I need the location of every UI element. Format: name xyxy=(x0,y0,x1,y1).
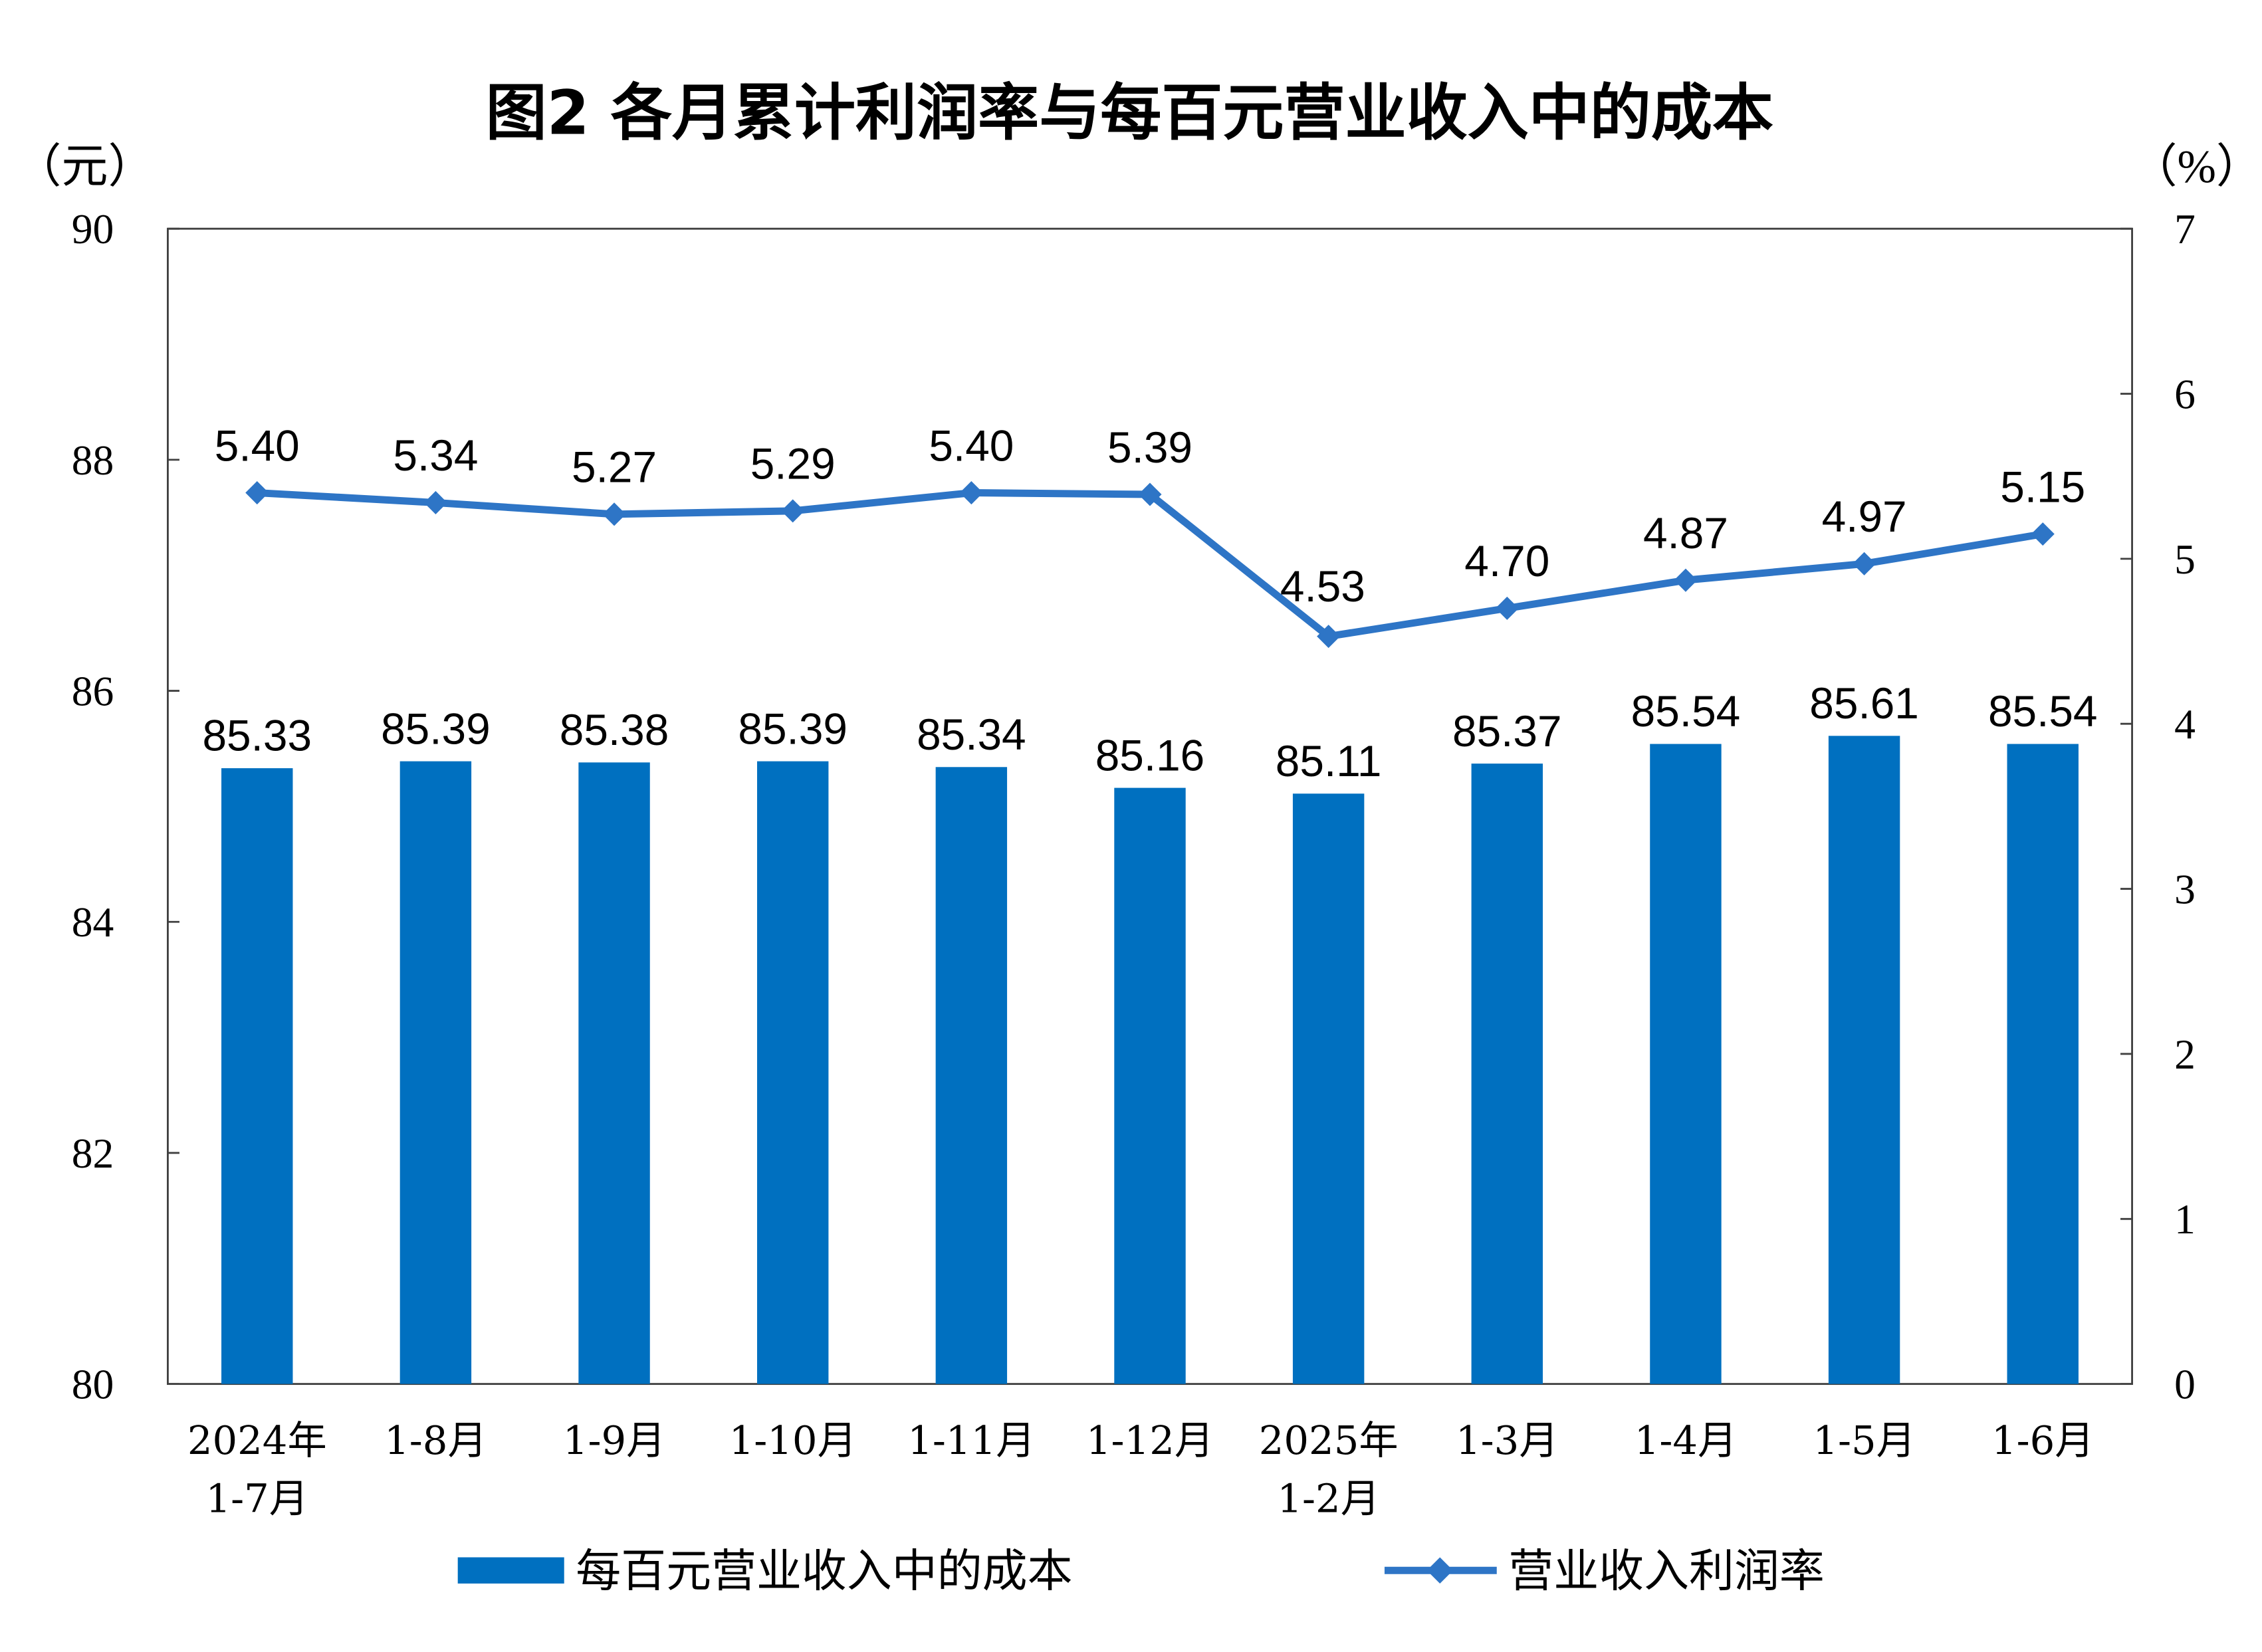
line-data-label: 5.40 xyxy=(929,421,1014,470)
right-tick-label: 2 xyxy=(2174,1031,2196,1078)
line-marker-diamond xyxy=(2031,522,2055,546)
bar-data-label: 85.11 xyxy=(1276,736,1382,785)
legend-diamond-marker xyxy=(1426,1557,1453,1584)
right-axis: 0 1 2 3 4 5 6 7 xyxy=(2120,205,2196,1408)
line-data-label: 4.97 xyxy=(1822,492,1907,541)
bar xyxy=(578,762,650,1384)
category-label: 1-12月 xyxy=(1086,1417,1214,1463)
line-data-label: 5.40 xyxy=(215,421,300,470)
line-data-label: 5.15 xyxy=(2000,462,2085,511)
left-axis: 80 82 84 86 88 90 xyxy=(72,205,179,1408)
bar xyxy=(221,768,293,1384)
category-label: 1-6月 xyxy=(1991,1417,2094,1463)
category-label: 1-3月 xyxy=(1456,1417,1559,1463)
category-label: 1-7月 xyxy=(205,1476,308,1522)
legend-line-label: 营业收入利润率 xyxy=(1508,1545,1825,1598)
bar-data-label: 85.38 xyxy=(560,705,669,754)
line-data-label: 5.39 xyxy=(1107,423,1192,472)
line-data-label: 4.53 xyxy=(1280,562,1365,611)
bar-data-label: 85.33 xyxy=(202,711,312,760)
left-tick-label: 82 xyxy=(72,1130,114,1177)
line-marker-diamond xyxy=(781,499,805,523)
bar-data-label: 85.37 xyxy=(1452,706,1562,756)
right-tick-label: 6 xyxy=(2174,370,2196,417)
bar xyxy=(1471,764,1543,1384)
bar xyxy=(399,761,472,1384)
bar xyxy=(756,761,829,1384)
line-marker-diamond xyxy=(423,490,447,514)
line-data-label: 5.27 xyxy=(572,443,657,492)
bar-data-label: 85.39 xyxy=(381,704,491,753)
line-marker-diamond xyxy=(602,502,626,526)
category-label: 1-10月 xyxy=(729,1417,857,1463)
category-label: 1-5月 xyxy=(1813,1417,1916,1463)
left-tick-label: 90 xyxy=(72,205,114,253)
line-marker-diamond xyxy=(1138,482,1162,506)
left-tick-label: 88 xyxy=(72,437,114,484)
right-tick-label: 0 xyxy=(2174,1361,2196,1408)
right-tick-label: 1 xyxy=(2174,1195,2196,1243)
line-data-label: 5.29 xyxy=(750,439,836,488)
right-tick-label: 4 xyxy=(2174,700,2196,748)
bar xyxy=(935,767,1008,1384)
category-label: 2025年 xyxy=(1259,1417,1399,1463)
chart-title: 图2 各月累计利润率与每百元营业收入中的成本 xyxy=(486,78,1773,149)
legend-bar-label: 每百元营业收入中的成本 xyxy=(576,1545,1072,1598)
right-axis-unit: （%） xyxy=(2130,141,2262,193)
line-marker-diamond xyxy=(1674,568,1698,592)
line-marker-diamond xyxy=(245,481,269,505)
left-tick-label: 84 xyxy=(72,898,114,946)
bar xyxy=(1114,787,1186,1384)
line-data-label: 4.70 xyxy=(1464,536,1549,585)
line-series: 5.40 5.34 5.27 5.29 5.40 5.39 4.53 4.70 4.87 4.97… xyxy=(215,421,2085,649)
x-axis: 2024年 1-7月 1-8月 1-9月 1-10月 1-11月 1-12月 2025年 1-2… xyxy=(187,1417,2094,1522)
bar xyxy=(2007,744,2079,1384)
category-label: 1-11月 xyxy=(907,1417,1035,1463)
bar-data-label: 85.54 xyxy=(1988,686,2098,736)
line-data-label: 5.34 xyxy=(393,431,478,480)
category-label: 1-4月 xyxy=(1635,1417,1738,1463)
legend-bar-swatch xyxy=(457,1557,564,1584)
line-marker-diamond xyxy=(959,481,983,505)
line-marker-diamond xyxy=(1853,552,1876,575)
bar-data-label: 85.54 xyxy=(1631,686,1741,736)
right-tick-label: 3 xyxy=(2174,866,2196,913)
category-label: 1-2月 xyxy=(1277,1476,1380,1522)
category-label: 2024年 xyxy=(187,1417,327,1463)
bar-data-label: 85.16 xyxy=(1095,730,1205,779)
left-tick-label: 80 xyxy=(72,1361,114,1408)
right-tick-label: 7 xyxy=(2174,205,2196,253)
line-path xyxy=(257,489,2044,641)
line-data-label: 4.87 xyxy=(1643,508,1728,558)
category-label: 1-9月 xyxy=(563,1417,666,1463)
bar-data-label: 85.34 xyxy=(917,710,1026,759)
bar xyxy=(1828,736,1900,1384)
bar xyxy=(1650,744,1722,1384)
bar xyxy=(1292,793,1365,1384)
bar-data-label: 85.61 xyxy=(1809,678,1919,728)
bar-series: 85.33 85.39 85.38 85.39 85.34 85.16 85.11 85.37… xyxy=(202,678,2098,1384)
line-marker-diamond xyxy=(1495,596,1519,620)
bar-data-label: 85.39 xyxy=(738,704,848,753)
legend: 每百元营业收入中的成本 营业收入利润率 xyxy=(457,1545,1825,1598)
right-tick-label: 5 xyxy=(2174,536,2196,583)
left-tick-label: 86 xyxy=(72,667,114,714)
category-label: 1-8月 xyxy=(384,1417,487,1463)
left-axis-unit: （元） xyxy=(15,141,154,193)
